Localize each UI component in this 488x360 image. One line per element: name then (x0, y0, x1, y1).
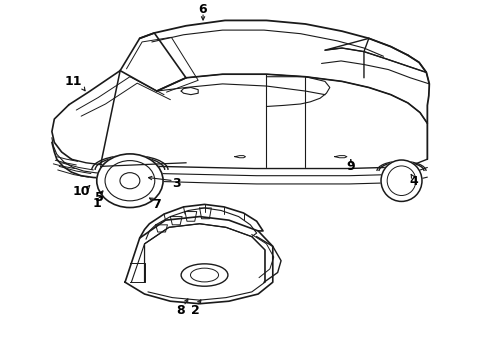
Ellipse shape (181, 264, 227, 286)
Polygon shape (52, 21, 428, 205)
Text: 11: 11 (64, 75, 81, 88)
Text: 4: 4 (409, 175, 418, 188)
Text: 9: 9 (346, 160, 354, 173)
Text: 5: 5 (95, 191, 103, 204)
Ellipse shape (380, 160, 421, 202)
Text: 10: 10 (72, 185, 90, 198)
Text: 2: 2 (191, 305, 200, 318)
Text: 8: 8 (176, 305, 184, 318)
Text: 1: 1 (93, 197, 102, 210)
Text: 3: 3 (172, 177, 180, 190)
Ellipse shape (97, 154, 163, 208)
Text: 7: 7 (152, 198, 161, 211)
Polygon shape (125, 217, 272, 304)
Text: 6: 6 (198, 3, 207, 16)
